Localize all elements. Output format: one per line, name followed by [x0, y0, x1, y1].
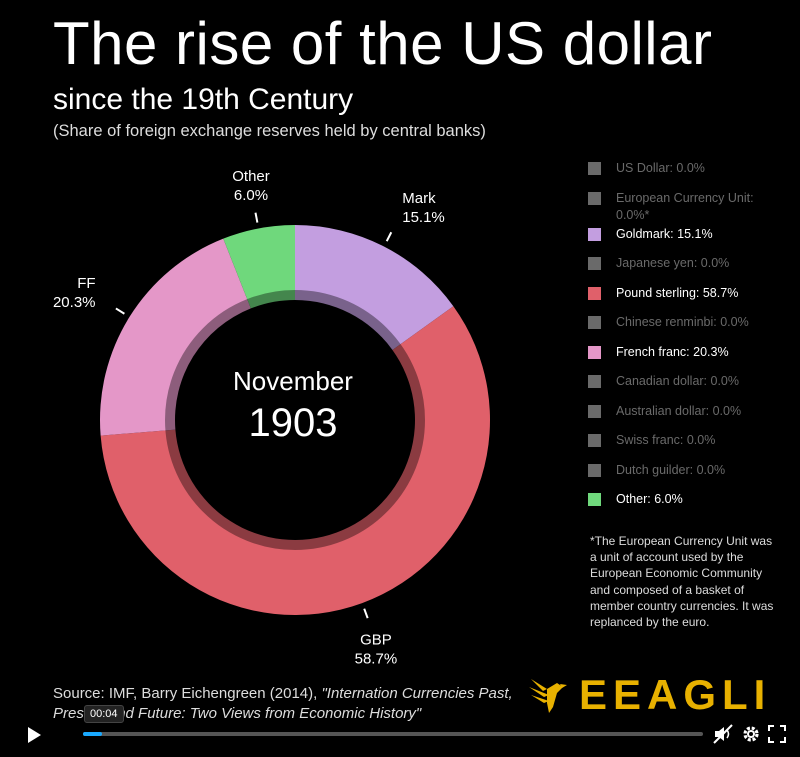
slice-label: Mark [402, 190, 436, 207]
legend-swatch [588, 316, 601, 329]
legend-swatch [588, 404, 601, 418]
legend-item: Dutch guilder: 0.0% [588, 462, 788, 492]
slice-value-label: 6.0% [234, 187, 268, 204]
legend-label: European Currency Unit: 0.0%* [616, 190, 754, 222]
slice-label: GBP [360, 632, 392, 649]
donut-chart: Mark 15.1% GBP 58.7% FF 20.3% Other 6.0% Novembe… [53, 168, 490, 668]
slice-tick [385, 231, 393, 242]
slice-value-label: 20.3% [53, 294, 96, 311]
legend-label: Japanese yen: 0.0% [616, 256, 730, 270]
legend-label: French franc: 20.3% [616, 344, 729, 359]
legend-item: Chinese renminbi: 0.0% [588, 314, 788, 344]
legend-swatch [588, 434, 601, 447]
chart-title: The rise of the US dollar [53, 10, 713, 77]
source-title: "Internation Currencies Past, Present an… [53, 685, 513, 722]
legend-swatch [588, 286, 601, 300]
legend-swatch [588, 227, 601, 241]
legend-swatch [588, 162, 601, 175]
donut-hole [195, 320, 395, 520]
volume-muted-icon[interactable] [712, 723, 734, 745]
chart-subtitle: since the 19th Century [53, 83, 354, 116]
slice-value-label: 58.7% [355, 651, 398, 668]
legend-swatch [588, 345, 601, 359]
legend-item: Other: 6.0% [588, 491, 788, 521]
center-year: 1903 [249, 401, 338, 445]
legend-item: European Currency Unit: 0.0%* [588, 190, 788, 226]
slice-tick [254, 212, 259, 223]
legend-swatch [588, 257, 601, 270]
legend: US Dollar: 0.0% European Currency Unit: 0… [588, 160, 788, 521]
legend-label: Canadian dollar: 0.0% [616, 374, 739, 388]
eagle-icon [529, 679, 567, 713]
slice-tick [115, 307, 125, 315]
progress-bar[interactable] [83, 732, 703, 736]
legend-label: Chinese renminbi: 0.0% [616, 315, 749, 329]
legend-item: French franc: 20.3% [588, 344, 788, 374]
legend-swatch [588, 375, 601, 388]
play-icon[interactable] [24, 725, 44, 745]
legend-item: Japanese yen: 0.0% [588, 255, 788, 285]
video-controls: 00:04 [0, 705, 800, 757]
inner-shadow-ring [165, 290, 425, 550]
slice-other [223, 225, 295, 309]
legend-label: Other: 6.0% [616, 492, 683, 506]
slice-ff [99, 238, 251, 436]
logo-text: EEAGLI [579, 671, 772, 718]
legend-item: Goldmark: 15.1% [588, 226, 788, 256]
eeagli-logo: EEAGLI [527, 673, 771, 717]
legend-swatch [588, 463, 601, 477]
center-month: November [233, 366, 353, 396]
legend-item: Swiss franc: 0.0% [588, 432, 788, 462]
slice-label: FF [77, 275, 95, 292]
legend-label: US Dollar: 0.0% [616, 161, 705, 175]
fullscreen-icon[interactable] [766, 723, 788, 745]
legend-label: Australian dollar: 0.0% [616, 403, 742, 418]
legend-item: Australian dollar: 0.0% [588, 403, 788, 433]
legend-label: Goldmark: 15.1% [616, 226, 713, 241]
source-note: Source: IMF, Barry Eichengreen (2014), "… [53, 684, 513, 724]
legend-label: Swiss franc: 0.0% [616, 433, 716, 447]
legend-swatch [588, 191, 601, 205]
slice-tick [363, 608, 369, 619]
slice-gbp [100, 306, 490, 615]
slice-value-label: 15.1% [402, 209, 445, 226]
footnote: *The European Currency Unit was a unit o… [590, 534, 774, 630]
time-badge: 00:04 [84, 705, 124, 723]
slice-label: Other [232, 168, 270, 185]
settings-gear-icon[interactable] [740, 723, 762, 745]
legend-item: Canadian dollar: 0.0% [588, 373, 788, 403]
source-prefix: Source: IMF, Barry Eichengreen (2014), [53, 685, 322, 702]
slice-mark [295, 225, 454, 350]
legend-swatch [588, 493, 601, 506]
chart-description: (Share of foreign exchange reserves held… [53, 122, 486, 140]
legend-label: Pound sterling: 58.7% [616, 285, 739, 300]
legend-label: Dutch guilder: 0.0% [616, 462, 726, 477]
legend-item: Pound sterling: 58.7% [588, 285, 788, 315]
legend-item: US Dollar: 0.0% [588, 160, 788, 190]
progress-fill [83, 732, 102, 736]
